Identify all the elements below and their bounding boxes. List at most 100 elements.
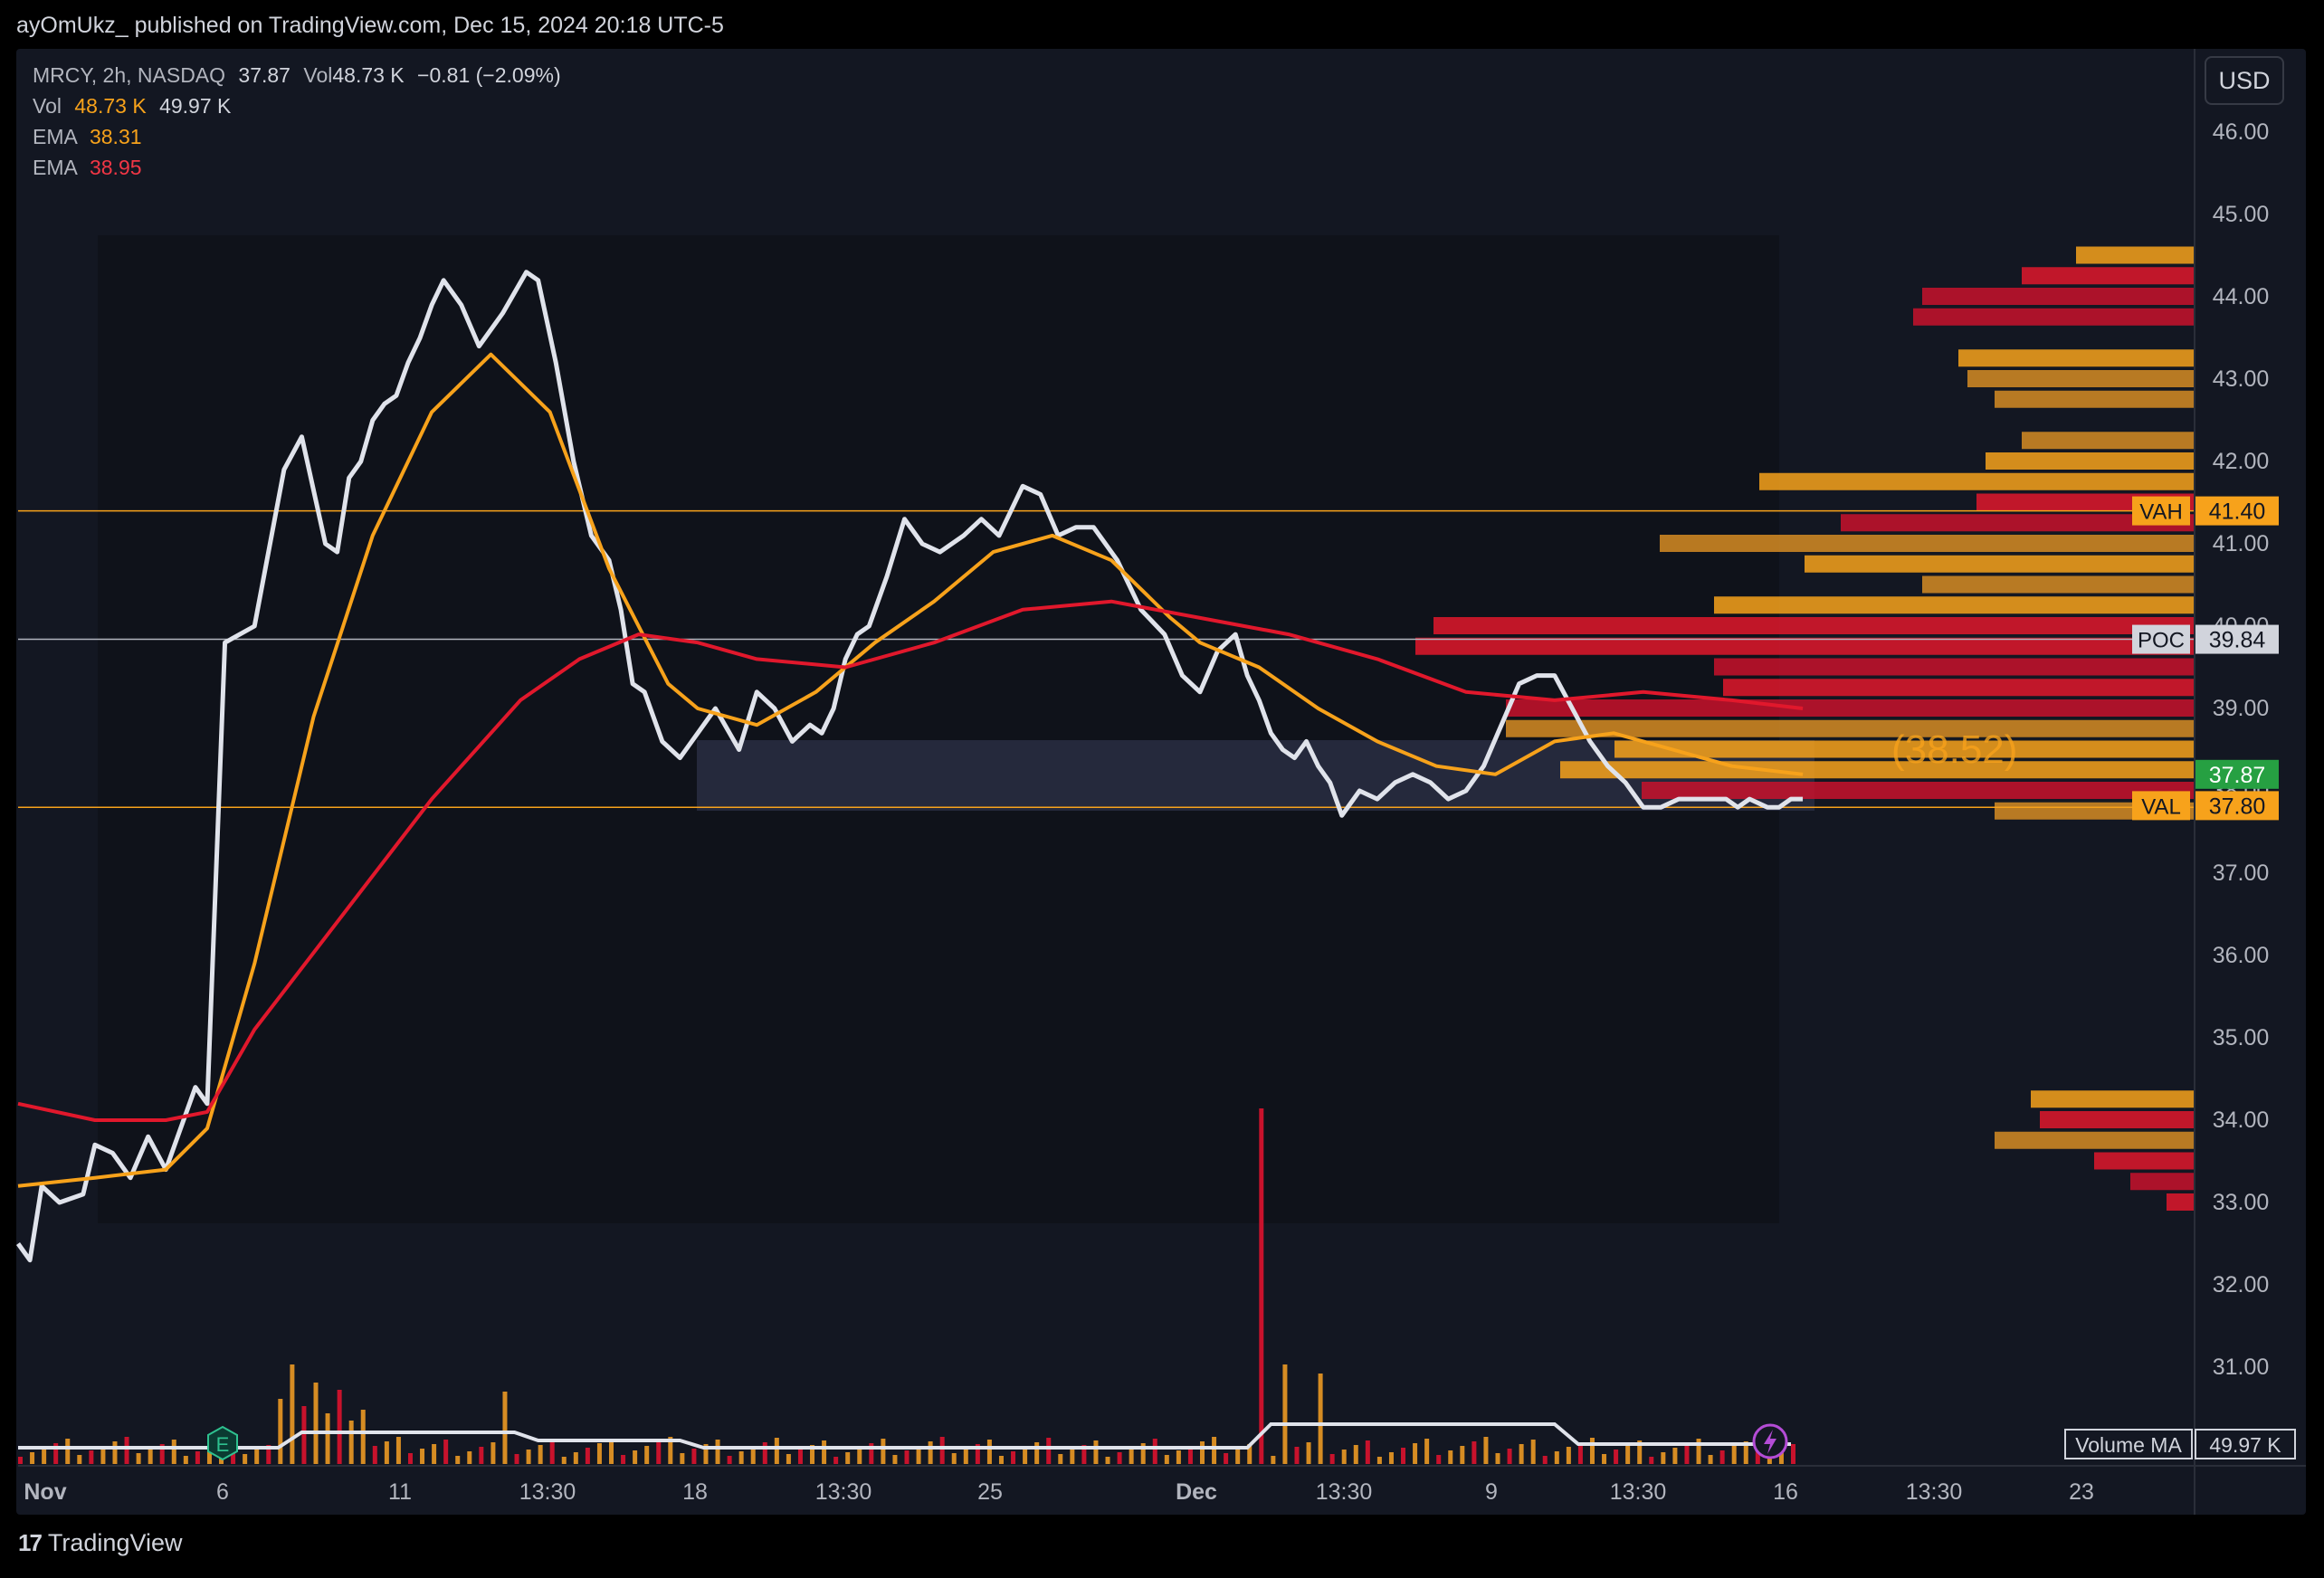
volume-profile-bar xyxy=(1506,719,2194,737)
val-badge-label: VAL xyxy=(2141,794,2181,819)
volume-ma-label: Volume MA xyxy=(2075,1433,2182,1457)
volume-bar xyxy=(1070,1450,1075,1464)
volume-bar xyxy=(916,1446,921,1464)
volume-bar xyxy=(1602,1454,1607,1464)
price-tick-label: 35.00 xyxy=(2213,1025,2270,1050)
volume-bar xyxy=(762,1442,767,1464)
poc-badge-value-bg xyxy=(2195,624,2279,654)
volume-bar xyxy=(89,1450,94,1464)
volume-bar xyxy=(100,1446,106,1464)
last-price-badge-value: 37.87 xyxy=(2209,763,2266,788)
volume-bar xyxy=(621,1455,626,1464)
volume-ma-line xyxy=(18,1422,1791,1450)
volume-bar xyxy=(1495,1453,1500,1464)
legend-symbol: MRCY, 2h, NASDAQ xyxy=(33,63,226,87)
volume-bar xyxy=(1672,1448,1678,1464)
volume-bar xyxy=(561,1457,567,1464)
price-tick-label: 44.00 xyxy=(2213,284,2270,309)
volume-bar xyxy=(1413,1443,1418,1464)
price-axis-separator xyxy=(2194,49,2195,1515)
volume-bar xyxy=(159,1444,165,1464)
tradingview-footer[interactable]: 17 TradingView xyxy=(18,1529,183,1557)
legend-ema-slow-row[interactable]: EMA 38.95 xyxy=(33,156,142,180)
volume-bar xyxy=(928,1441,933,1464)
volume-bar xyxy=(797,1450,803,1464)
volume-profile-bar xyxy=(1560,761,2194,779)
volume-bar xyxy=(1093,1440,1099,1464)
volume-bar xyxy=(432,1444,437,1464)
volume-bar xyxy=(171,1440,176,1464)
volume-bar xyxy=(1649,1457,1654,1464)
ema-fast-line xyxy=(17,352,1804,1188)
volume-bar xyxy=(42,1448,47,1464)
volume-bar xyxy=(1034,1442,1040,1464)
volume-bar xyxy=(1329,1454,1335,1464)
earnings-hex xyxy=(207,1425,238,1461)
volume-bar xyxy=(1719,1450,1725,1464)
volume-bar xyxy=(491,1442,496,1464)
price-tick-label: 34.00 xyxy=(2213,1107,2270,1133)
volume-bar xyxy=(538,1445,543,1464)
volume-bar xyxy=(337,1390,342,1464)
volume-bar xyxy=(1140,1443,1146,1464)
poc-badge: POC 39.84 xyxy=(2132,624,2279,654)
volume-bar xyxy=(1566,1447,1571,1464)
volume-bar xyxy=(53,1443,59,1464)
volume-bar xyxy=(1519,1444,1524,1464)
alert-lightning-icon xyxy=(1752,1423,1788,1459)
price-tick-label: 37.00 xyxy=(2213,860,2270,886)
volume-bar xyxy=(1152,1439,1157,1464)
volume-profile-bar xyxy=(1986,452,2194,470)
vah-badge-label-bg xyxy=(2132,496,2190,526)
earnings-label: E xyxy=(216,1433,230,1456)
legend-volume-row[interactable]: Vol 48.73 K 49.97 K xyxy=(33,94,231,119)
volume-bar xyxy=(939,1437,945,1464)
volume-bar xyxy=(1046,1438,1052,1464)
volume-bar xyxy=(1614,1450,1619,1464)
volume-bar xyxy=(1483,1437,1489,1464)
time-tick-label: 13:30 xyxy=(1906,1479,1963,1505)
tradingview-logo-icon: 17 xyxy=(18,1529,43,1556)
volume-bar xyxy=(360,1410,366,1464)
val-badge-label-bg xyxy=(2132,791,2190,821)
legend-symbol-row[interactable]: MRCY, 2h, NASDAQ 37.87 Vol48.73 K −0.81 … xyxy=(33,63,561,88)
volume-bar xyxy=(1259,1108,1264,1464)
volume-bar xyxy=(963,1449,968,1464)
currency-button[interactable]: USD xyxy=(2205,56,2284,105)
volume-bar xyxy=(455,1456,461,1464)
footer-brand: TradingView xyxy=(47,1529,183,1556)
legend-vol-label: Vol xyxy=(303,63,333,87)
volume-bar xyxy=(573,1452,578,1464)
time-tick-label: 13:30 xyxy=(1610,1479,1667,1505)
legend-ema-fast-row[interactable]: EMA 38.31 xyxy=(33,125,142,149)
volume-bar xyxy=(609,1439,614,1464)
volume-bar xyxy=(951,1453,957,1464)
volume-bar xyxy=(1708,1455,1713,1464)
volume-bar xyxy=(1282,1364,1288,1464)
volume-profile-bar xyxy=(1723,679,2194,697)
volume-bars xyxy=(18,1108,1795,1464)
volume-profile-bar xyxy=(1922,288,2194,305)
time-tick-label: 13:30 xyxy=(815,1479,872,1505)
volume-bar xyxy=(1661,1452,1666,1464)
volume-bar xyxy=(822,1440,827,1464)
price-tick-label: 46.00 xyxy=(2213,119,2270,145)
volume-bar xyxy=(1306,1442,1311,1464)
volume-bar xyxy=(1460,1446,1465,1464)
volume-ma-value: 49.97 K xyxy=(2209,1433,2281,1457)
volume-profile-bar xyxy=(1913,308,2194,326)
last-price-badge: 37.87 xyxy=(2195,759,2279,789)
volume-ma-badge: Volume MA 49.97 K xyxy=(2064,1429,2296,1459)
volume-bar xyxy=(549,1440,555,1464)
volume-bar xyxy=(1023,1447,1028,1464)
volume-profile-bar xyxy=(2076,246,2194,264)
volume-bar xyxy=(1388,1452,1394,1464)
volume-bar xyxy=(1164,1455,1169,1464)
volume-profile-bar xyxy=(1506,699,2194,717)
volume-bar xyxy=(443,1440,449,1464)
legend-vol-value: 48.73 K xyxy=(332,63,405,87)
volume-profile-bar xyxy=(1995,1131,2194,1149)
volume-profile-bar xyxy=(2094,1152,2194,1170)
volume-bar xyxy=(1212,1437,1217,1464)
